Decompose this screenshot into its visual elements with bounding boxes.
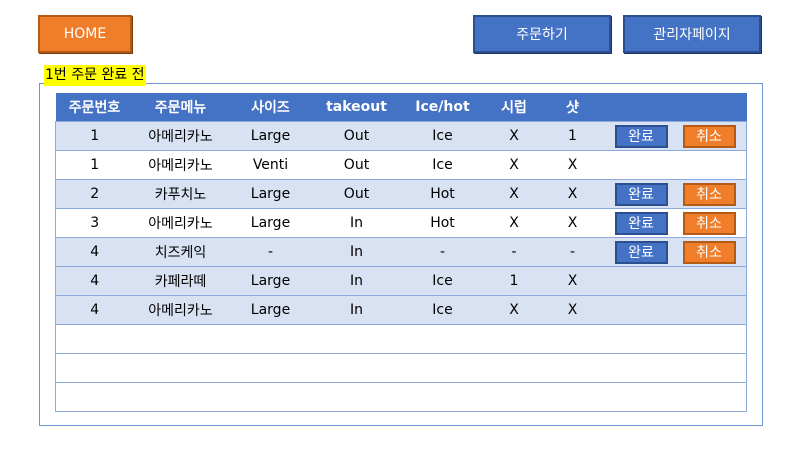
table-row: 4 카페라떼 Large In Ice 1 X — [55, 266, 747, 296]
header-menu: 주문메뉴 — [133, 93, 228, 122]
cell-shot: X — [542, 208, 603, 238]
cell-takeout: In — [313, 237, 400, 267]
section-label: 1번 주문 완료 전 — [44, 65, 146, 86]
header-takeout: takeout — [313, 93, 400, 122]
complete-button[interactable]: 완료 — [614, 240, 668, 264]
table-row: 4 아메리카노 Large In Ice X X — [55, 295, 747, 325]
cell-syrup: X — [485, 179, 543, 209]
cell-order-no: 3 — [55, 208, 134, 238]
cell-menu: 아메리카노 — [133, 208, 228, 238]
cell-takeout: Out — [313, 150, 400, 180]
empty-row — [55, 382, 747, 412]
order-panel — [39, 83, 763, 426]
cancel-button[interactable]: 취소 — [682, 124, 736, 148]
empty-cell — [55, 382, 747, 412]
header-size: 사이즈 — [227, 93, 314, 122]
complete-button[interactable]: 완료 — [614, 211, 668, 235]
cell-actions: 완료 취소 — [602, 121, 747, 151]
cell-size: Venti — [227, 150, 314, 180]
cell-menu: 아메리카노 — [133, 121, 228, 151]
cell-menu: 아메리카노 — [133, 150, 228, 180]
complete-button[interactable]: 완료 — [614, 124, 668, 148]
cell-actions — [602, 266, 747, 296]
cell-syrup: X — [485, 121, 543, 151]
cell-shot: - — [542, 237, 603, 267]
cell-shot: X — [542, 150, 603, 180]
cell-menu: 아메리카노 — [133, 295, 228, 325]
cell-ice-hot: Ice — [399, 266, 486, 296]
table-row: 1 아메리카노 Large Out Ice X 1 완료 취소 — [55, 121, 747, 151]
cell-syrup: - — [485, 237, 543, 267]
order-button[interactable]: 주문하기 — [473, 15, 611, 53]
cell-actions — [602, 150, 747, 180]
header-order-no: 주문번호 — [55, 93, 134, 122]
cell-order-no: 4 — [55, 237, 134, 267]
cell-takeout: Out — [313, 121, 400, 151]
admin-page-button[interactable]: 관리자페이지 — [623, 15, 761, 53]
cell-ice-hot: Ice — [399, 121, 486, 151]
cell-takeout: In — [313, 266, 400, 296]
row-actions: 완료 취소 — [603, 124, 747, 148]
empty-row — [55, 353, 747, 383]
cell-ice-hot: Hot — [399, 208, 486, 238]
cell-syrup: X — [485, 295, 543, 325]
cell-size: - — [227, 237, 314, 267]
cell-size: Large — [227, 179, 314, 209]
header-ice-hot: Ice/hot — [399, 93, 486, 122]
cell-takeout: Out — [313, 179, 400, 209]
cancel-button[interactable]: 취소 — [682, 240, 736, 264]
cell-actions: 완료 취소 — [602, 208, 747, 238]
cell-syrup: X — [485, 208, 543, 238]
cell-size: Large — [227, 266, 314, 296]
cell-ice-hot: Hot — [399, 179, 486, 209]
cell-actions: 완료 취소 — [602, 237, 747, 267]
cell-shot: X — [542, 295, 603, 325]
table-row: 3 아메리카노 Large In Hot X X 완료 취소 — [55, 208, 747, 238]
complete-button[interactable]: 완료 — [614, 182, 668, 206]
cell-order-no: 1 — [55, 121, 134, 151]
header-shot: 샷 — [542, 93, 603, 122]
home-button[interactable]: HOME — [38, 15, 132, 53]
header-syrup: 시럽 — [485, 93, 543, 122]
cell-ice-hot: Ice — [399, 150, 486, 180]
cell-syrup: 1 — [485, 266, 543, 296]
table-row: 1 아메리카노 Venti Out Ice X X — [55, 150, 747, 180]
cell-size: Large — [227, 295, 314, 325]
table-header-row: 주문번호 주문메뉴 사이즈 takeout Ice/hot 시럽 샷 — [55, 93, 747, 122]
cell-actions — [602, 295, 747, 325]
empty-cell — [55, 353, 747, 383]
cell-order-no: 4 — [55, 266, 134, 296]
cell-takeout: In — [313, 295, 400, 325]
cell-menu: 카페라떼 — [133, 266, 228, 296]
cell-menu: 카푸치노 — [133, 179, 228, 209]
row-actions: 완료 취소 — [603, 182, 747, 206]
header-actions — [602, 93, 747, 122]
empty-cell — [55, 324, 747, 354]
table-row: 2 카푸치노 Large Out Hot X X 완료 취소 — [55, 179, 747, 209]
table-row: 4 치즈케익 - In - - - 완료 취소 — [55, 237, 747, 267]
cell-syrup: X — [485, 150, 543, 180]
cell-shot: X — [542, 179, 603, 209]
orders-table: 주문번호 주문메뉴 사이즈 takeout Ice/hot 시럽 샷 1 아메리카… — [55, 93, 747, 412]
cell-shot: X — [542, 266, 603, 296]
cell-order-no: 2 — [55, 179, 134, 209]
cell-ice-hot: Ice — [399, 295, 486, 325]
cancel-button[interactable]: 취소 — [682, 211, 736, 235]
cell-size: Large — [227, 121, 314, 151]
cell-size: Large — [227, 208, 314, 238]
cell-order-no: 1 — [55, 150, 134, 180]
empty-row — [55, 324, 747, 354]
cell-shot: 1 — [542, 121, 603, 151]
cell-menu: 치즈케익 — [133, 237, 228, 267]
cancel-button[interactable]: 취소 — [682, 182, 736, 206]
cell-order-no: 4 — [55, 295, 134, 325]
cell-ice-hot: - — [399, 237, 486, 267]
cell-actions: 완료 취소 — [602, 179, 747, 209]
row-actions: 완료 취소 — [603, 240, 747, 264]
orders-table-body: 1 아메리카노 Large Out Ice X 1 완료 취소 1 아메리카노 Venti Out Ice… — [55, 121, 747, 412]
cell-takeout: In — [313, 208, 400, 238]
row-actions: 완료 취소 — [603, 211, 747, 235]
